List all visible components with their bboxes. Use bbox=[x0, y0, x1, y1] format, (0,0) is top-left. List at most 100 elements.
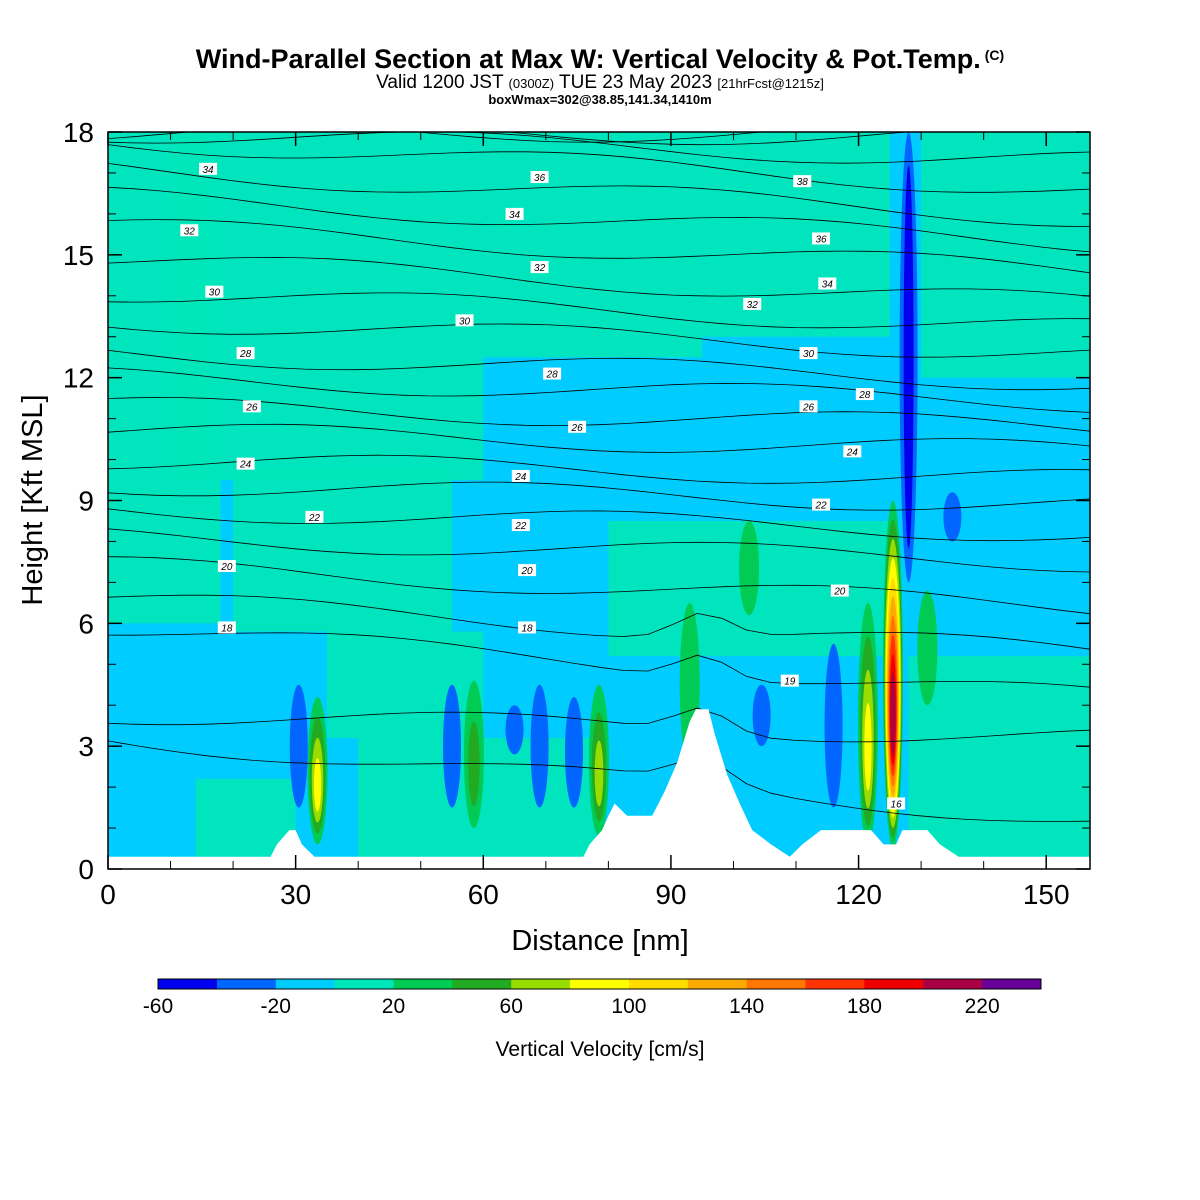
contour-label-bg bbox=[530, 261, 549, 274]
field-region bbox=[483, 132, 703, 358]
contour-label-bg bbox=[455, 314, 474, 327]
colorbar-swatch bbox=[452, 979, 512, 989]
theta-contour bbox=[108, 256, 1090, 297]
contour-label-bg bbox=[843, 445, 862, 458]
contour-label-bg bbox=[780, 674, 799, 687]
utc-time: (0300Z) bbox=[508, 76, 555, 91]
colorbar-label: Vertical Velocity [cm/s] bbox=[495, 1038, 705, 1061]
updraft-core bbox=[313, 758, 322, 812]
colorbar-swatch bbox=[864, 979, 924, 989]
valid-date: TUE 23 May 2023 bbox=[559, 72, 713, 93]
contour-label-bg bbox=[236, 457, 255, 470]
colorbar-tick-label: 100 bbox=[611, 995, 646, 1018]
theta-contour bbox=[108, 454, 1090, 484]
contour-label-bg bbox=[530, 171, 549, 184]
contour-label-bg bbox=[812, 498, 831, 511]
downdraft-core bbox=[752, 684, 771, 747]
contour-label: 18 bbox=[221, 623, 233, 634]
x-tick-label: 120 bbox=[835, 879, 882, 910]
contour-label: 22 bbox=[514, 521, 527, 532]
x-axis-label: Distance [nm] bbox=[511, 925, 688, 957]
contour-label: 16 bbox=[891, 799, 903, 810]
contour-label-bg bbox=[180, 224, 199, 237]
downdraft-core bbox=[943, 492, 962, 542]
updraft-core bbox=[864, 702, 872, 791]
contour-label-bg bbox=[205, 285, 224, 298]
contour-label-bg bbox=[543, 367, 562, 380]
forecast-info: [21hrFcst@1215z] bbox=[717, 76, 824, 91]
contour-label: 18 bbox=[522, 623, 534, 634]
contour-label: 20 bbox=[220, 562, 233, 573]
terrain-fill bbox=[108, 709, 1090, 869]
colorbar-tick-label: 220 bbox=[965, 995, 1000, 1018]
y-tick-label: 9 bbox=[78, 486, 94, 517]
theta-contour bbox=[108, 132, 1090, 164]
updraft-core bbox=[594, 740, 604, 807]
downdraft-core bbox=[824, 643, 843, 808]
contour-label: 36 bbox=[815, 234, 827, 245]
downdraft-core bbox=[289, 684, 308, 808]
contour-label: 20 bbox=[833, 587, 846, 598]
x-tick-label: 0 bbox=[100, 879, 116, 910]
contour-label: 32 bbox=[747, 300, 759, 311]
colorbar-tick-label: 20 bbox=[382, 995, 405, 1018]
contour-label-bg bbox=[518, 564, 537, 577]
y-tick-label: 3 bbox=[78, 731, 94, 762]
theta-contour bbox=[108, 556, 1090, 615]
colorbar-swatch bbox=[216, 979, 277, 989]
colorbar-swatch bbox=[982, 979, 1042, 989]
colorbar-swatch bbox=[158, 979, 218, 989]
theta-contour bbox=[108, 323, 1090, 358]
contour-label: 28 bbox=[858, 390, 871, 401]
x-tick-label: 150 bbox=[1023, 879, 1070, 910]
downdraft-core bbox=[530, 684, 549, 808]
contour-label-bg bbox=[799, 347, 818, 360]
contour-label: 38 bbox=[797, 177, 809, 188]
contour-label: 32 bbox=[184, 226, 196, 237]
colorbar-swatch bbox=[923, 979, 983, 989]
chart-subtitle: Valid 1200 JST (0300Z) TUE 23 May 2023 [… bbox=[0, 72, 1200, 94]
contour-label-bg bbox=[236, 347, 255, 360]
theta-contour bbox=[108, 707, 1090, 743]
box-info: boxWmax=302@38.85,141.34,1410m bbox=[488, 92, 712, 107]
contour-label-bg bbox=[812, 232, 831, 245]
contour-label-bg bbox=[743, 297, 762, 310]
colorbar-frame bbox=[157, 978, 1042, 990]
contour-label: 24 bbox=[846, 447, 859, 458]
field-region bbox=[233, 467, 453, 632]
colorbar-tick-label: -20 bbox=[261, 995, 291, 1018]
copyright-mark: (C) bbox=[984, 47, 1005, 63]
x-tick-label: 60 bbox=[468, 879, 499, 910]
theta-contour bbox=[108, 528, 1090, 573]
contour-label-bg bbox=[830, 584, 849, 597]
theta-contour bbox=[108, 481, 1090, 511]
contour-label-bg bbox=[305, 510, 324, 523]
colorbar-tick-label: -60 bbox=[143, 995, 173, 1018]
contour-label: 24 bbox=[239, 460, 252, 471]
colorbar-swatch bbox=[570, 979, 630, 989]
contour-label: 34 bbox=[822, 279, 834, 290]
colorbar-swatch bbox=[511, 979, 571, 989]
contour-label: 20 bbox=[521, 566, 534, 577]
contour-label: 32 bbox=[534, 263, 546, 274]
colorbar-tick-label: 180 bbox=[847, 995, 882, 1018]
contour-label: 34 bbox=[509, 210, 521, 221]
field-region bbox=[170, 132, 484, 481]
y-tick-label: 18 bbox=[63, 117, 94, 148]
y-tick-label: 6 bbox=[78, 608, 94, 639]
theta-contour bbox=[108, 508, 1090, 542]
field-region bbox=[908, 656, 1090, 857]
theta-contours bbox=[108, 132, 1090, 822]
theta-contour bbox=[108, 632, 1090, 688]
theta-contour bbox=[108, 423, 1090, 453]
contour-label-bg bbox=[199, 162, 218, 175]
theta-contour bbox=[108, 594, 1090, 650]
colorbar-swatch bbox=[805, 979, 865, 989]
contour-label: 30 bbox=[209, 288, 221, 299]
contour-label-bg bbox=[799, 400, 818, 413]
field-region bbox=[921, 132, 1090, 378]
contour-label: 22 bbox=[308, 513, 321, 524]
colorbar-tick-label: 60 bbox=[500, 995, 523, 1018]
theta-contour bbox=[108, 396, 1090, 432]
